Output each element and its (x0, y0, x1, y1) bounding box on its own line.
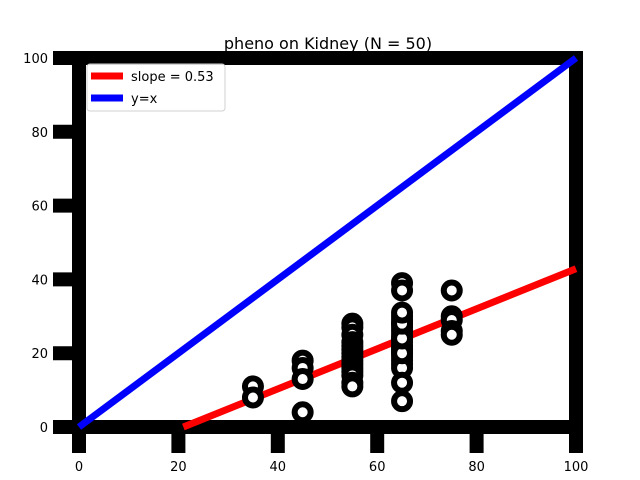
y-tick-label: 80 (31, 126, 48, 141)
x-tick-label: 0 (75, 460, 83, 475)
data-point (291, 401, 314, 424)
x-tick-label: 80 (468, 460, 485, 475)
legend-label: y=x (131, 92, 158, 107)
legend-label: slope = 0.53 (131, 70, 214, 85)
data-point (391, 279, 414, 302)
y-tick-label: 0 (40, 421, 48, 436)
y-tick-label: 40 (31, 273, 48, 288)
x-tick-label: 20 (170, 460, 187, 475)
chart-title: pheno on Kidney (N = 50) (224, 34, 432, 53)
data-point (341, 375, 364, 398)
data-point (391, 371, 414, 394)
data-point (391, 301, 414, 324)
x-tick-label: 40 (270, 460, 287, 475)
y-tick-label: 20 (31, 347, 48, 362)
data-point (241, 386, 264, 409)
x-tick-label: 60 (369, 460, 386, 475)
x-tick-label: 100 (564, 460, 589, 475)
legend: slope = 0.53 y=x (86, 63, 226, 112)
data-point (440, 323, 463, 346)
y-tick-label: 60 (31, 200, 48, 215)
data-point (291, 368, 314, 391)
series-line (76, 55, 579, 430)
data-point (440, 279, 463, 302)
data-point (391, 390, 414, 413)
plot-area: 0 20 40 60 80 100 0 20 40 60 80 100 (23, 51, 589, 475)
axes-frame (72, 51, 583, 434)
y-tick-label: 100 (23, 52, 48, 67)
series-line (182, 265, 578, 431)
